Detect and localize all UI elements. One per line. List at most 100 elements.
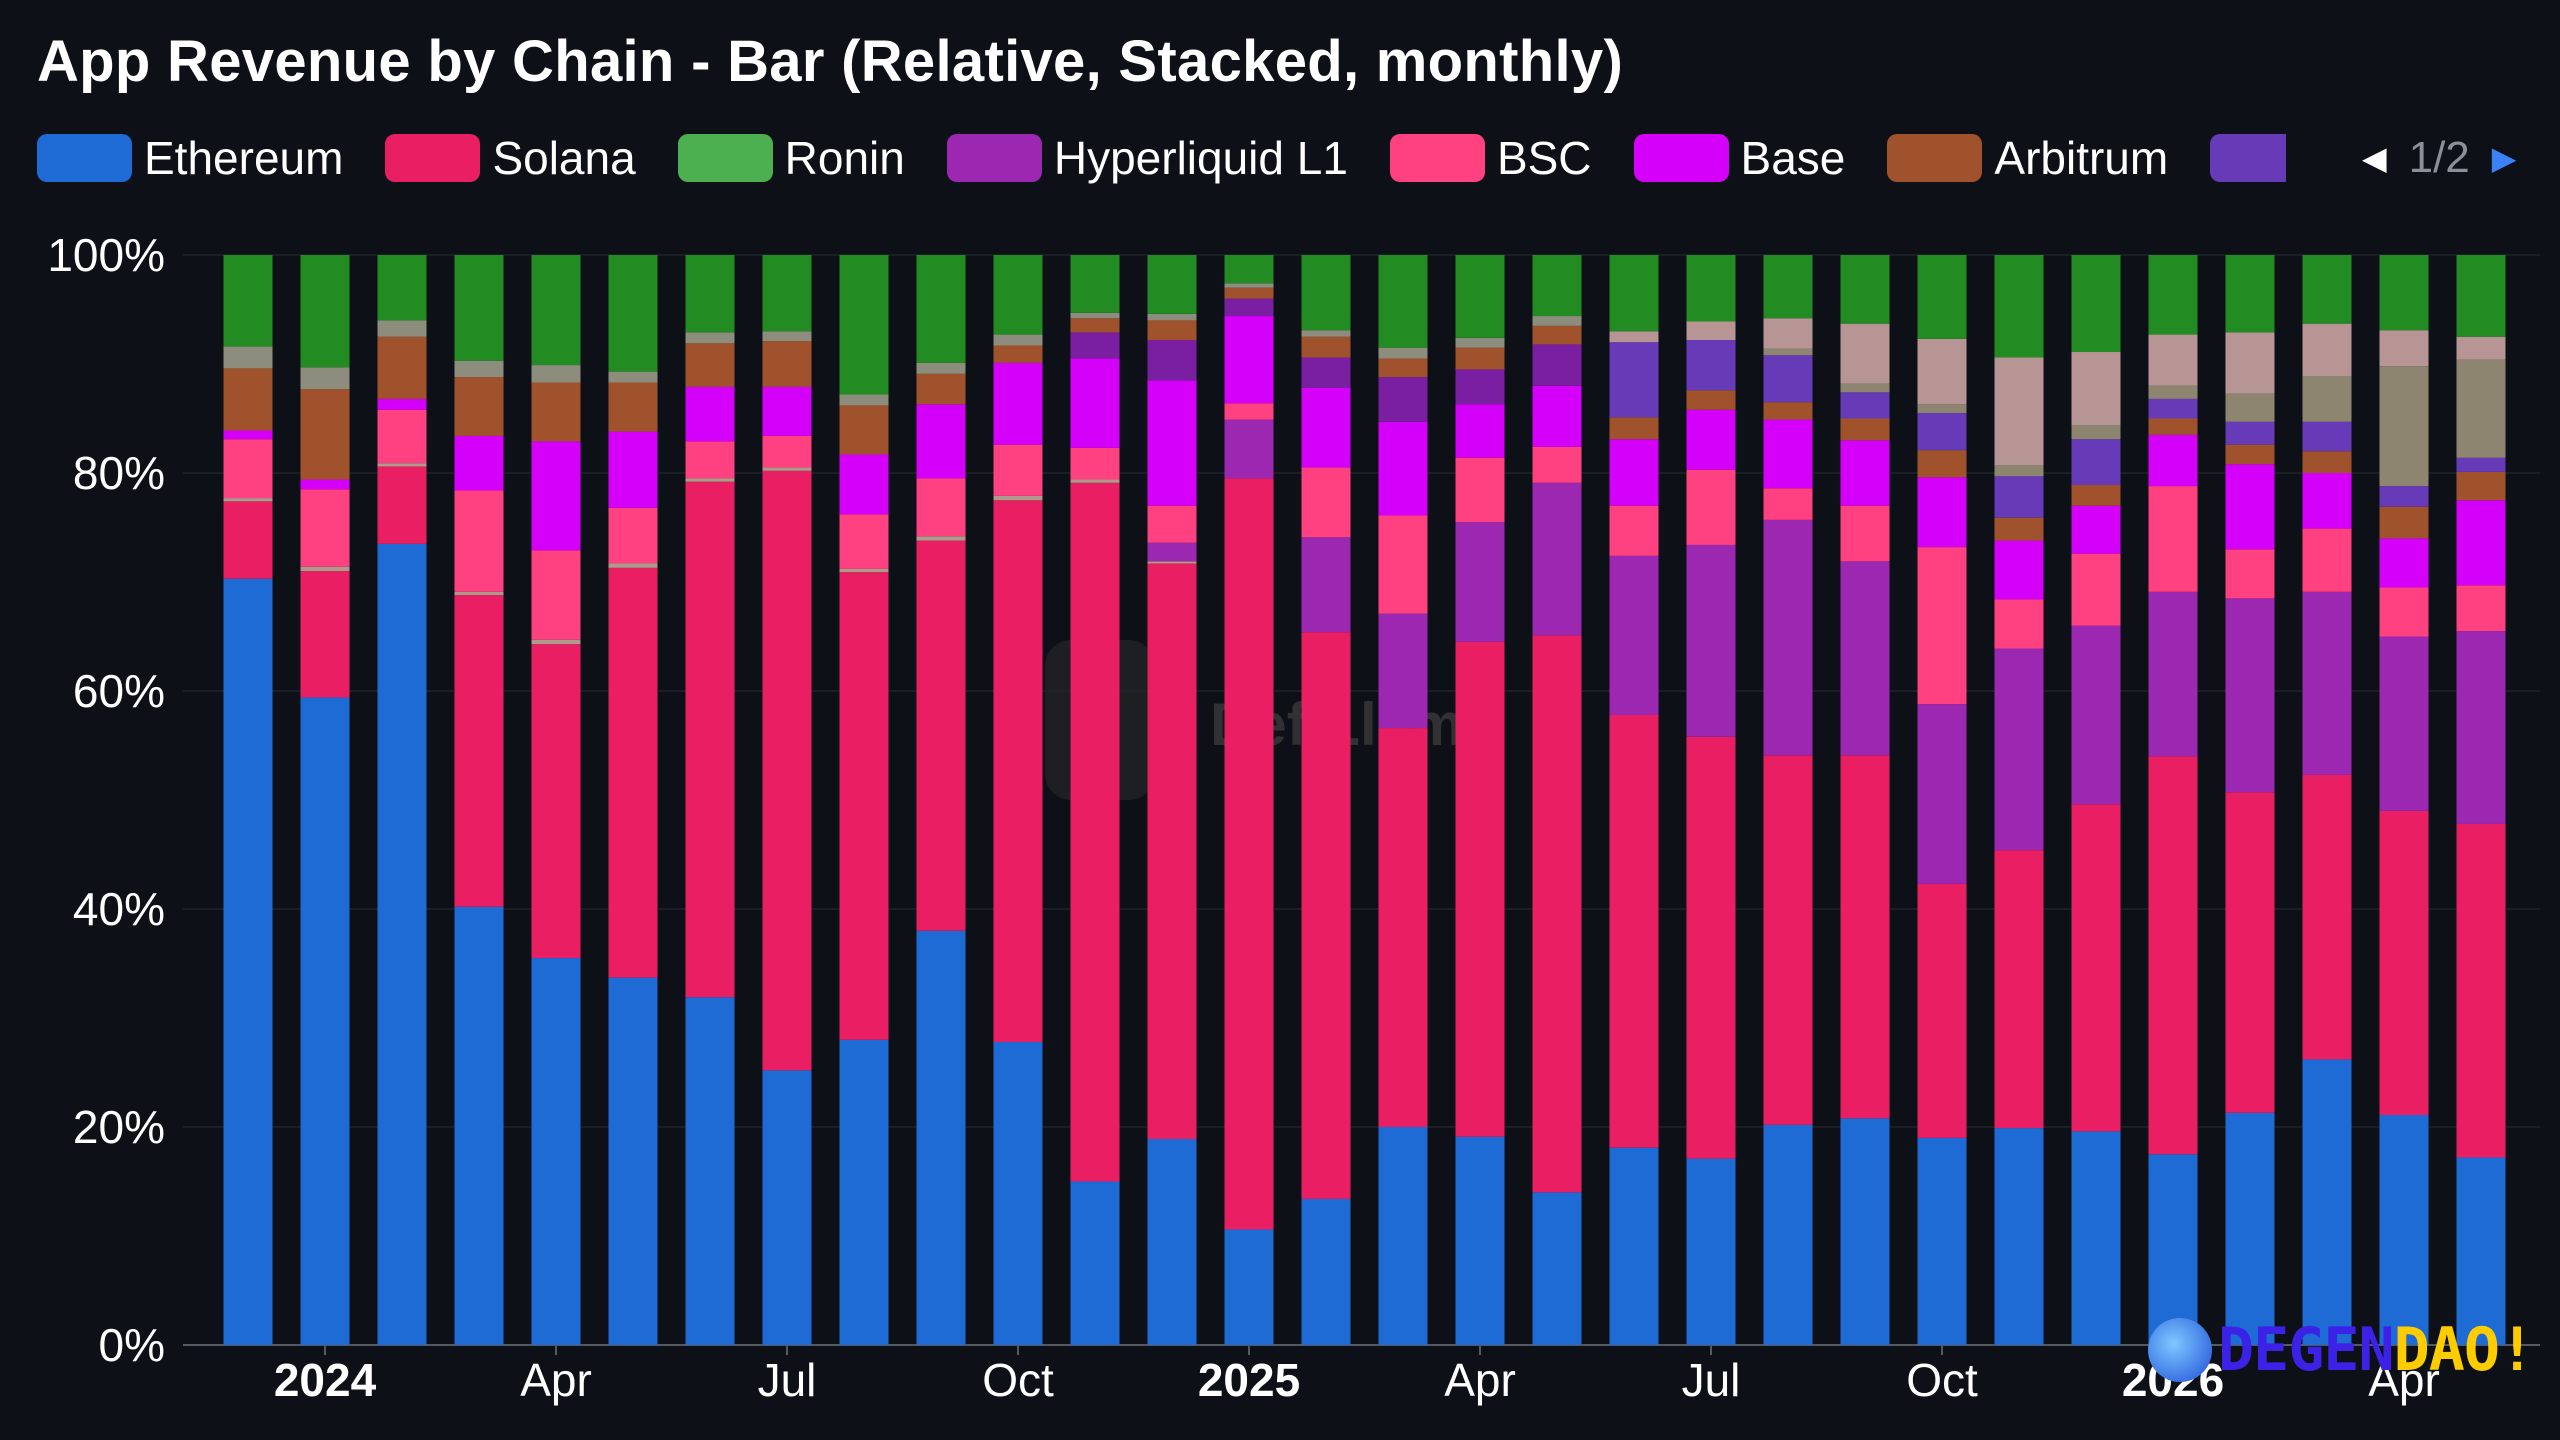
bar-segment[interactable] [1994, 357, 2044, 466]
bar-segment[interactable] [223, 430, 273, 440]
bar-segment[interactable] [1147, 505, 1197, 543]
bar-segment[interactable] [1840, 561, 1890, 756]
bar-segment[interactable] [685, 386, 735, 442]
bar-segment[interactable] [1378, 421, 1428, 516]
bar-segment[interactable] [1147, 561, 1197, 564]
bar-segment[interactable] [762, 386, 812, 436]
bar-segment[interactable] [916, 255, 966, 363]
bar-segment[interactable] [300, 566, 350, 572]
bar-segment[interactable] [454, 906, 504, 1345]
bar-segment[interactable] [377, 398, 427, 410]
bar-segment[interactable] [2148, 1154, 2198, 1345]
bar-segment[interactable] [1378, 255, 1428, 348]
bar-segment[interactable] [685, 255, 735, 333]
bar-segment[interactable] [1378, 515, 1428, 614]
bar-segment[interactable] [1224, 1229, 1274, 1345]
bar-segment[interactable] [1070, 255, 1120, 313]
bar-segment[interactable] [1070, 358, 1120, 448]
bar-segment[interactable] [1378, 377, 1428, 422]
bar-segment[interactable] [762, 1070, 812, 1345]
bar-segment[interactable] [993, 495, 1043, 501]
bar-segment[interactable] [454, 595, 504, 907]
bar-segment[interactable] [1224, 298, 1274, 317]
bar-segment[interactable] [377, 543, 427, 1345]
legend-item-solana[interactable]: Solana [385, 131, 636, 185]
bar-segment[interactable] [2148, 418, 2198, 435]
bar-segment[interactable] [2225, 444, 2275, 465]
bar-segment[interactable] [2379, 1115, 2429, 1345]
bar-segment[interactable] [1686, 409, 1736, 470]
bar-segment[interactable] [2071, 553, 2121, 626]
bar-segment[interactable] [762, 470, 812, 1071]
bar-segment[interactable] [1609, 331, 1659, 343]
bar-segment[interactable] [1917, 255, 1967, 339]
bar-segment[interactable] [916, 540, 966, 931]
bar-segment[interactable] [2225, 549, 2275, 599]
bar-segment[interactable] [454, 490, 504, 592]
bar-segment[interactable] [223, 346, 273, 369]
bar-segment[interactable] [2302, 1059, 2352, 1345]
bar-segment[interactable] [1609, 417, 1659, 440]
bar-segment[interactable] [2071, 1131, 2121, 1345]
bar-segment[interactable] [916, 362, 966, 374]
bar-segment[interactable] [1917, 450, 1967, 478]
bar-segment[interactable] [454, 255, 504, 361]
bar-segment[interactable] [1070, 447, 1120, 480]
bar-segment[interactable] [993, 345, 1043, 363]
bar-segment[interactable] [1455, 641, 1505, 1137]
bar-segment[interactable] [2225, 792, 2275, 1113]
bar-segment[interactable] [2379, 486, 2429, 507]
bar-segment[interactable] [1147, 1138, 1197, 1345]
bar-segment[interactable] [1609, 555, 1659, 715]
bar-segment[interactable] [1301, 255, 1351, 331]
bar-segment[interactable] [916, 373, 966, 405]
bar-segment[interactable] [2456, 823, 2506, 1158]
bar-segment[interactable] [685, 343, 735, 387]
bar-segment[interactable] [1686, 390, 1736, 410]
bar-segment[interactable] [531, 441, 581, 551]
bar-segment[interactable] [839, 1039, 889, 1345]
bar-segment[interactable] [993, 362, 1043, 445]
bar-segment[interactable] [2225, 393, 2275, 422]
legend-item-partial[interactable] [2210, 134, 2287, 182]
bar-segment[interactable] [454, 591, 504, 596]
bar-segment[interactable] [608, 431, 658, 508]
bar-segment[interactable] [1301, 387, 1351, 468]
bar-segment[interactable] [1994, 1128, 2044, 1345]
bar-segment[interactable] [1532, 344, 1582, 386]
bar-segment[interactable] [762, 255, 812, 332]
bar-segment[interactable] [839, 454, 889, 515]
bar-segment[interactable] [1070, 479, 1120, 483]
bar-segment[interactable] [454, 377, 504, 436]
bar-segment[interactable] [2302, 421, 2352, 452]
bar-segment[interactable] [2148, 334, 2198, 386]
bar-segment[interactable] [1070, 1181, 1120, 1346]
bar-segment[interactable] [608, 371, 658, 383]
bar-segment[interactable] [1994, 476, 2044, 518]
legend-item-base[interactable]: Base [1633, 131, 1845, 185]
bar-segment[interactable] [1378, 728, 1428, 1127]
bar-segment[interactable] [1686, 255, 1736, 322]
bar-segment[interactable] [993, 500, 1043, 1042]
bar-segment[interactable] [1532, 255, 1582, 317]
bar-segment[interactable] [1532, 1192, 1582, 1345]
bar-segment[interactable] [2302, 375, 2352, 422]
bar-segment[interactable] [2456, 1157, 2506, 1345]
bar-segment[interactable] [531, 958, 581, 1345]
bar-segment[interactable] [454, 435, 504, 491]
bar-segment[interactable] [531, 550, 581, 640]
bar-segment[interactable] [1147, 380, 1197, 506]
bar-segment[interactable] [2302, 451, 2352, 473]
bar-segment[interactable] [608, 255, 658, 372]
bar-segment[interactable] [2225, 255, 2275, 333]
bar-segment[interactable] [1224, 283, 1274, 288]
bar-segment[interactable] [2148, 591, 2198, 757]
bar-segment[interactable] [1455, 1136, 1505, 1345]
legend-item-ronin[interactable]: Ronin [677, 131, 905, 185]
bar-segment[interactable] [300, 489, 350, 567]
bar-segment[interactable] [1686, 469, 1736, 545]
bar-segment[interactable] [1301, 537, 1351, 633]
bar-segment[interactable] [1070, 332, 1120, 359]
bar-segment[interactable] [1532, 482, 1582, 636]
bar-segment[interactable] [2148, 255, 2198, 335]
